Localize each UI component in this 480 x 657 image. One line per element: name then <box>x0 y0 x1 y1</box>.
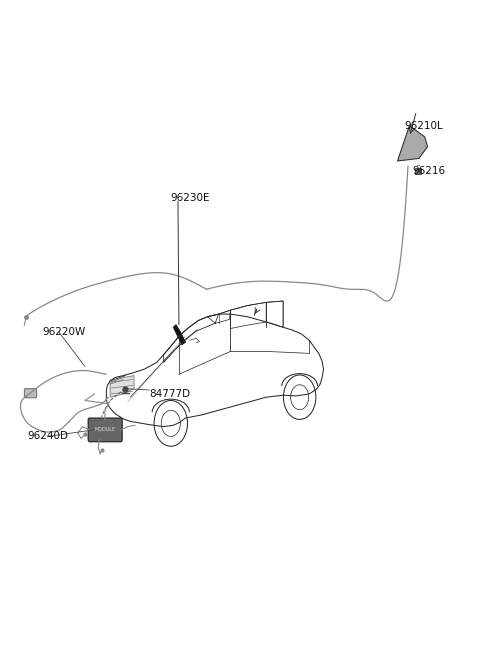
Text: 96216: 96216 <box>413 166 446 177</box>
Text: 96240D: 96240D <box>28 432 69 442</box>
Text: 84777D: 84777D <box>149 389 191 399</box>
Polygon shape <box>110 376 134 397</box>
Polygon shape <box>397 125 428 161</box>
FancyBboxPatch shape <box>88 418 122 442</box>
Text: 96220W: 96220W <box>42 327 85 337</box>
FancyBboxPatch shape <box>24 389 36 398</box>
Text: 96230E: 96230E <box>171 193 210 202</box>
Text: 96210L: 96210L <box>405 121 444 131</box>
Text: MODULE: MODULE <box>95 428 116 432</box>
Polygon shape <box>173 325 186 345</box>
